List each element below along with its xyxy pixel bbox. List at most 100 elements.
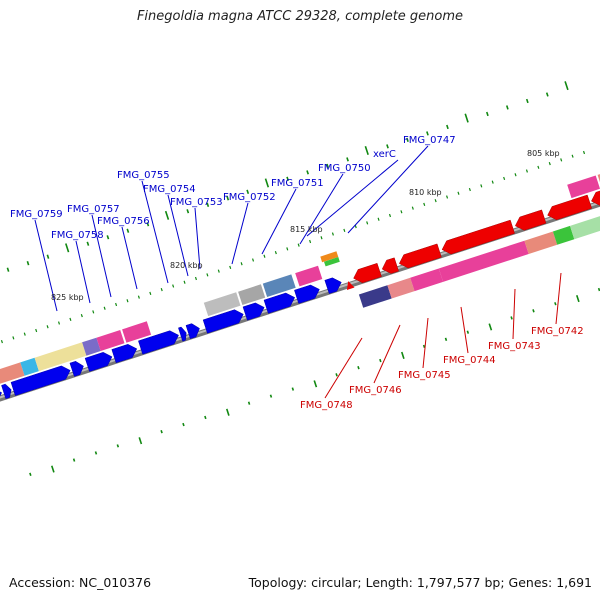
reverse-genes-track (346, 190, 600, 290)
track-tick (240, 262, 243, 266)
reverse-gene-arrow (398, 243, 442, 269)
track-tick (434, 199, 437, 203)
forward-gene-label: FMG_0752 (223, 192, 276, 203)
cog-block (567, 175, 600, 199)
track-tick (172, 284, 175, 288)
track-tick (183, 280, 186, 284)
inner-tick (554, 302, 557, 306)
cog-block (570, 216, 600, 240)
reverse-gene-label: FMG_0743 (488, 341, 541, 352)
forward-label-leader (167, 194, 189, 277)
track-tick (206, 273, 209, 277)
forward-label-leader (141, 180, 169, 284)
forward-gene-label: FMG_0759 (10, 209, 63, 220)
track-tick (354, 225, 357, 229)
track-tick (548, 161, 551, 166)
forward-gene-label: FMG_0750 (318, 163, 371, 174)
outer-tick (46, 254, 50, 259)
forward-label-leader (91, 214, 112, 298)
track-tick (263, 254, 266, 258)
reverse-label-leader (460, 306, 469, 354)
forward-gene-arrow (242, 302, 265, 321)
inner-tick (335, 373, 338, 377)
inner-tick (94, 451, 98, 455)
reverse-gene-arrow (381, 257, 399, 274)
inner-tick (576, 294, 580, 303)
track-tick (57, 321, 61, 325)
inner-tick (204, 415, 207, 420)
outer-tick (65, 243, 70, 253)
cog-block (262, 274, 296, 297)
forward-gene-arrow (263, 292, 296, 314)
track-tick (286, 247, 289, 251)
track-tick (331, 232, 334, 236)
forward-label-leader (306, 159, 399, 237)
cog-block (295, 265, 323, 287)
reverse-gene-label: FMG_0748 (300, 400, 353, 411)
forward-gene-arrow (324, 277, 342, 294)
inner-ticks (29, 287, 600, 476)
cog-block (320, 251, 339, 263)
reverse-gene-label: FMG_0746 (349, 385, 402, 396)
forward-gene-label: FMG_0755 (117, 170, 170, 181)
track-tick (217, 269, 220, 273)
inner-tick (597, 287, 600, 292)
outer-tick (126, 228, 130, 233)
track-tick (194, 276, 198, 281)
forward-gene-arrow (185, 323, 200, 340)
outer-tick (106, 235, 110, 240)
outer-tick (426, 131, 429, 136)
scale-label: 820 kbp (170, 261, 203, 270)
forward-gene-arrow (178, 326, 187, 342)
track-tick (23, 332, 26, 336)
cog-block (358, 285, 392, 308)
inner-tick (532, 309, 535, 313)
cog-block (324, 257, 340, 267)
reverse-gene-label: FMG_0745 (398, 370, 451, 381)
topology-summary: Topology: circular; Length: 1,797,577 bp… (248, 575, 592, 590)
forward-gene-label: FMG_0756 (97, 216, 150, 227)
outer-ticks (0, 81, 586, 344)
forward-gene-arrow (10, 365, 71, 396)
track-tick (92, 310, 95, 314)
forward-gene-arrow (202, 309, 244, 334)
track-tick (229, 265, 232, 270)
track-tick (343, 228, 346, 232)
forward-label-leader (121, 226, 138, 290)
inner-tick (50, 465, 55, 473)
track-tick (457, 191, 460, 195)
forward-gene-arrow (69, 361, 84, 377)
outer-tick (406, 137, 409, 143)
outer-tick (86, 241, 90, 246)
track-tick (12, 336, 15, 340)
reverse-gene-label: FMG_0744 (443, 355, 496, 366)
cog-block (82, 337, 101, 356)
forward-cog-track (0, 174, 600, 384)
track-tick (514, 173, 517, 177)
forward-gene-arrow (0, 391, 3, 397)
forward-label-leader (194, 207, 201, 270)
forward-gene-label: FMG_0758 (51, 230, 104, 241)
track-tick (69, 317, 72, 321)
forward-gene-label: FMG_0753 (170, 197, 223, 208)
outer-tick (364, 145, 369, 156)
track-tick (126, 299, 129, 303)
scale-labels: 805 kbp 810 kbp 815 kbp 820 kbp 825 kbp (51, 149, 560, 302)
forward-label-leader (261, 188, 297, 255)
track-tick (480, 184, 483, 188)
inner-tick (466, 330, 470, 334)
reverse-label-leader (555, 272, 562, 325)
forward-label-leader (34, 219, 58, 312)
inner-tick (488, 323, 493, 331)
track-tick (160, 288, 163, 292)
cog-block (96, 330, 125, 351)
inner-tick (160, 429, 163, 434)
inner-tick (291, 387, 295, 391)
map-title: Finegoldia magna ATCC 29328, complete ge… (136, 9, 464, 24)
track-tick (560, 158, 563, 162)
track-tick (525, 169, 528, 173)
track-tick (115, 302, 118, 307)
reverse-label-leader (512, 288, 516, 340)
